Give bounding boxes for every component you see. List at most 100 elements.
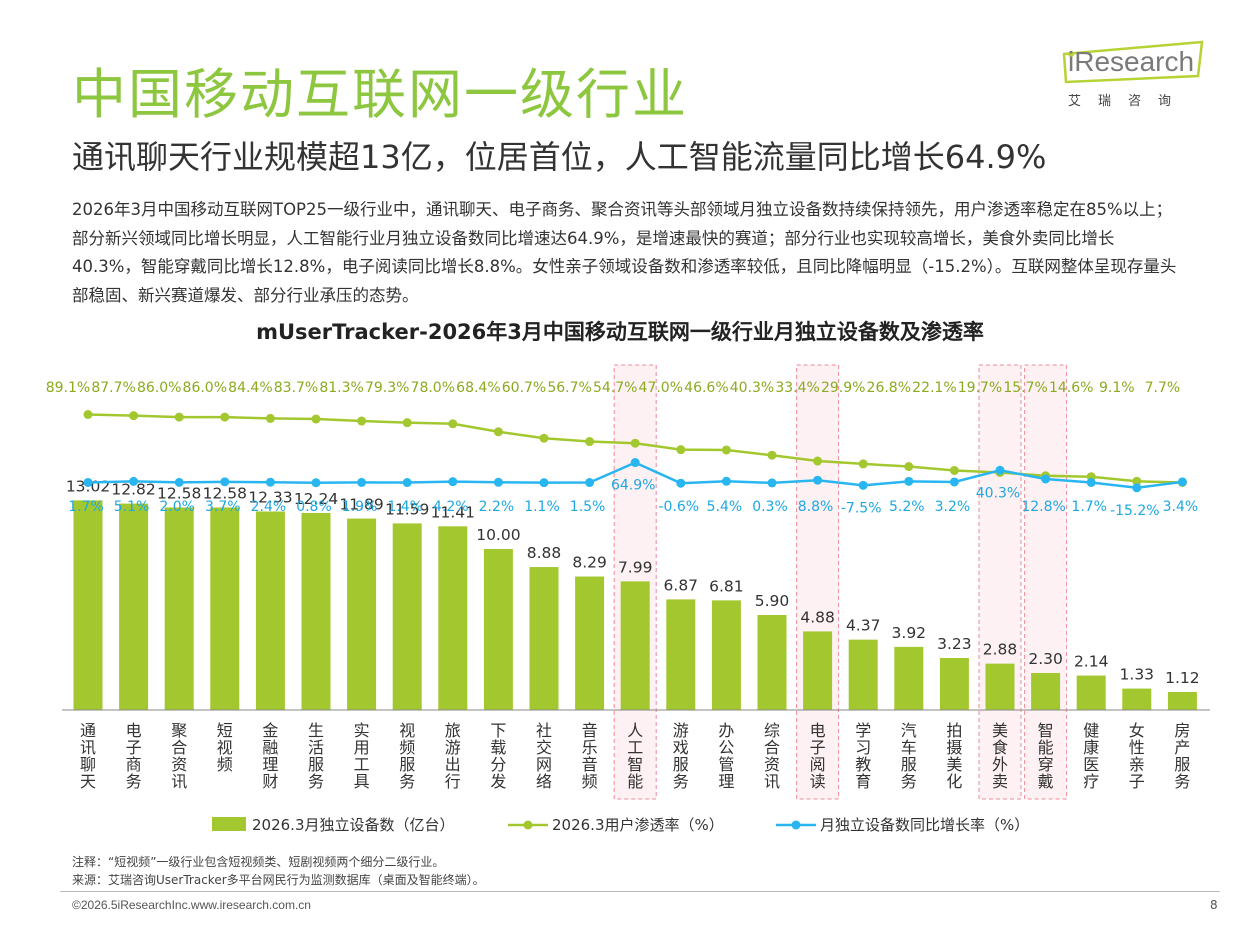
- bar-value-label: 12.33: [248, 488, 292, 506]
- bar-value-label: 12.82: [111, 481, 155, 499]
- bar: [848, 639, 878, 710]
- bar: [666, 599, 696, 710]
- penetration-label: 87.7%: [91, 380, 135, 396]
- growth-label: 1.1%: [524, 499, 560, 515]
- growth-point: [585, 478, 595, 488]
- growth-point: [129, 476, 139, 486]
- bar-value-label: 10.00: [476, 526, 520, 544]
- penetration-label: 19.7%: [958, 380, 1002, 396]
- footer-divider: [60, 891, 1220, 892]
- growth-label: 12.8%: [1021, 499, 1065, 515]
- bar-value-label: 12.24: [294, 490, 338, 508]
- growth-label: 1.9%: [342, 499, 378, 515]
- bar: [1122, 688, 1152, 710]
- growth-point: [265, 477, 275, 487]
- growth-label: 1.4%: [387, 499, 423, 515]
- growth-point: [630, 458, 640, 468]
- growth-label: -15.2%: [1110, 503, 1160, 519]
- x-tick-label: 电子商务: [126, 721, 142, 791]
- penetration-label: 60.7%: [502, 380, 546, 396]
- penetration-label: 26.8%: [867, 380, 911, 396]
- bar-value-label: 11.89: [339, 496, 383, 514]
- legend-label-penetration: 2026.3用户渗透率（%）: [552, 816, 724, 834]
- bar-value-label: 1.33: [1120, 666, 1155, 684]
- penetration-label: 9.1%: [1099, 380, 1135, 396]
- bar-value-label: 3.92: [892, 624, 927, 642]
- bar: [620, 581, 650, 710]
- chart-source: 来源：艾瑞咨询UserTracker多平台网民行为监测数据库（桌面及智能终端）。: [72, 873, 485, 887]
- bar: [347, 518, 377, 710]
- penetration-label: 33.4%: [775, 380, 819, 396]
- x-tick-label: 音乐音频: [582, 721, 598, 791]
- highlight-box: [978, 364, 1022, 800]
- bar: [73, 500, 103, 710]
- growth-point: [220, 477, 230, 487]
- chart-note: 注释：“短视频”一级行业包含短视频类、短剧视频两个细分二级行业。: [72, 855, 445, 869]
- growth-point: [493, 477, 503, 487]
- iresearch-logo: iResearch 艾瑞咨询: [1062, 40, 1212, 110]
- x-tick-label: 女性亲子: [1129, 721, 1145, 791]
- bar-value-label: 4.88: [800, 608, 835, 626]
- bar: [575, 576, 605, 710]
- legend-marker-penetration: [523, 820, 533, 830]
- growth-point: [448, 477, 458, 487]
- penetration-point: [858, 459, 868, 469]
- growth-label: -7.5%: [841, 500, 882, 516]
- page-subtitle: 通讯聊天行业规模超13亿，位居首位，人工智能流量同比增长64.9%: [72, 138, 1047, 176]
- growth-point: [174, 477, 184, 487]
- penetration-point: [357, 416, 367, 426]
- x-tick-label: 综合资讯: [764, 721, 780, 791]
- penetration-label: 86.0%: [183, 380, 227, 396]
- growth-point: [904, 476, 914, 486]
- penetration-point: [630, 438, 640, 448]
- growth-label: 2.2%: [479, 499, 515, 515]
- growth-point: [721, 476, 731, 486]
- growth-label: 2.4%: [251, 499, 287, 515]
- growth-label: 1.7%: [1071, 499, 1107, 515]
- bar: [210, 507, 240, 710]
- growth-point: [1132, 483, 1142, 493]
- bar: [483, 549, 513, 710]
- legend-label-bar: 2026.3月独立设备数（亿台）: [252, 816, 455, 834]
- bar: [1031, 672, 1061, 710]
- penetration-point: [129, 411, 139, 421]
- penetration-point: [721, 445, 731, 455]
- penetration-label: 78.0%: [411, 380, 455, 396]
- logo-text: iResearch: [1068, 46, 1195, 77]
- bar: [119, 503, 149, 710]
- bar-value-label: 12.58: [203, 484, 247, 502]
- logo-chinese-text: 艾瑞咨询: [1068, 94, 1189, 109]
- bar-value-label: 5.90: [755, 592, 790, 610]
- growth-label: 40.3%: [976, 485, 1020, 501]
- penetration-label: 68.4%: [456, 380, 500, 396]
- growth-point: [676, 478, 686, 488]
- bar-value-label: 8.88: [527, 544, 562, 562]
- x-tick-label: 美食外卖: [992, 721, 1008, 791]
- page-title: 中国移动互联网一级行业: [72, 63, 688, 126]
- penetration-point: [83, 410, 93, 419]
- penetration-label: 40.3%: [730, 380, 774, 396]
- growth-label: 5.2%: [889, 499, 925, 515]
- penetration-point: [1132, 476, 1142, 486]
- penetration-point: [676, 445, 686, 455]
- bar: [939, 657, 969, 710]
- legend-marker-growth: [791, 820, 801, 830]
- penetration-point: [311, 414, 321, 424]
- penetration-label: 56.7%: [547, 380, 591, 396]
- penetration-label: 29.9%: [821, 380, 865, 396]
- x-tick-label: 房产服务: [1174, 721, 1190, 791]
- growth-point: [402, 478, 412, 488]
- x-tick-label: 通讯聊天: [80, 721, 96, 791]
- x-tick-label: 聚合资讯: [171, 721, 187, 791]
- logo-frame-icon: [1062, 40, 1204, 84]
- growth-point: [995, 465, 1005, 475]
- growth-label: 2.0%: [159, 499, 195, 515]
- bar-value-label: 2.88: [983, 641, 1018, 659]
- bar-value-label: 11.41: [431, 503, 475, 521]
- copyright-text: ©2026.5iResearchInc.www.iresearch.com.cn: [72, 898, 311, 912]
- legend-label-growth: 月独立设备数同比增长率（%）: [820, 816, 1029, 834]
- penetration-point: [767, 450, 777, 460]
- x-tick-label: 汽车服务: [901, 721, 917, 791]
- x-tick-label: 生活服务: [308, 721, 324, 791]
- bar-value-label: 4.37: [846, 617, 881, 635]
